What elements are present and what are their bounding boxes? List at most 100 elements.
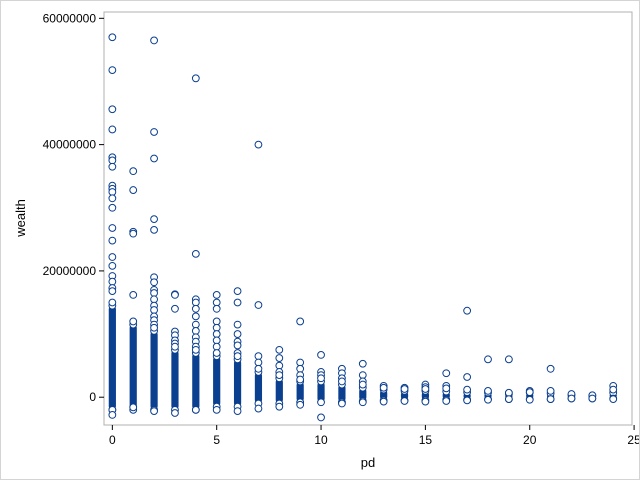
- data-point: [191, 345, 200, 354]
- data-point: [504, 395, 513, 404]
- data-point: [442, 369, 451, 378]
- x-axis-label: pd: [361, 455, 375, 470]
- data-point: [254, 140, 263, 149]
- x-tick-label: 20: [523, 433, 537, 447]
- data-point: [191, 320, 200, 329]
- data-point: [400, 385, 409, 393]
- data-point: [233, 352, 242, 361]
- data-point: [129, 186, 138, 194]
- data-point: [546, 395, 555, 404]
- data-point: [275, 354, 284, 362]
- data-point: [567, 394, 576, 403]
- dense-band-fill: [108, 305, 116, 410]
- y-axis: 0 20000000 40000000 60000000: [43, 11, 104, 404]
- dense-band-x0: [108, 301, 117, 414]
- data-point: [150, 306, 158, 314]
- data-point: [108, 236, 117, 245]
- data-point: [358, 359, 367, 368]
- data-point: [609, 395, 618, 404]
- data-point: [150, 128, 158, 136]
- data-point: [150, 225, 158, 234]
- dense-band-x4: [191, 349, 200, 414]
- data-point: [150, 215, 158, 224]
- dense-band-fill: [192, 353, 200, 410]
- dense-band-x6: [233, 355, 242, 411]
- data-point: [546, 364, 555, 373]
- data-point: [212, 336, 221, 345]
- data-point: [525, 388, 534, 397]
- data-point: [296, 364, 305, 373]
- data-point: [108, 105, 117, 114]
- data-point: [212, 298, 221, 307]
- data-point: [463, 396, 472, 405]
- data-point: [421, 385, 430, 393]
- y-axis-label: wealth: [13, 199, 28, 238]
- data-point: [129, 291, 138, 299]
- dense-band-fill: [171, 349, 179, 410]
- data-point: [254, 364, 263, 373]
- x-tick-label: 25: [627, 433, 639, 447]
- data-point: [150, 36, 158, 45]
- data-point: [171, 304, 179, 313]
- data-points: [108, 33, 618, 422]
- data-point: [129, 403, 138, 412]
- plot-area: [103, 11, 633, 426]
- data-point: [212, 405, 221, 414]
- data-point: [212, 330, 221, 338]
- data-point: [108, 194, 117, 203]
- data-point: [150, 154, 158, 163]
- x-tick-label: 10: [314, 433, 328, 447]
- data-point: [212, 317, 221, 326]
- data-point: [358, 398, 367, 407]
- data-point: [108, 66, 117, 74]
- dense-band-fill: [317, 381, 325, 403]
- data-point: [108, 261, 117, 270]
- dense-band-x1: [129, 320, 138, 414]
- data-point: [254, 352, 263, 361]
- dense-band-fill: [213, 356, 221, 407]
- data-point: [254, 404, 263, 413]
- data-point: [338, 377, 346, 386]
- data-point: [484, 395, 492, 404]
- data-point: [525, 395, 534, 404]
- data-point: [212, 342, 221, 351]
- data-point: [108, 156, 117, 165]
- data-point: [191, 304, 200, 313]
- data-point: [108, 162, 117, 171]
- data-point: [421, 397, 430, 406]
- dense-band-fill: [254, 371, 263, 404]
- data-point: [254, 301, 263, 309]
- data-point: [296, 400, 305, 409]
- y-tick-label: 60000000: [43, 11, 97, 25]
- data-point: [108, 125, 117, 134]
- data-point: [150, 407, 158, 416]
- data-point: [171, 291, 179, 299]
- data-point: [233, 320, 242, 329]
- data-point: [296, 358, 305, 367]
- dense-band-fill: [150, 330, 158, 410]
- data-point: [463, 373, 472, 381]
- data-point: [484, 355, 492, 364]
- x-tick-label: 0: [109, 433, 116, 447]
- data-point: [379, 383, 388, 392]
- data-point: [233, 341, 242, 350]
- data-point: [358, 371, 367, 380]
- data-point: [212, 323, 221, 332]
- dense-band-fill: [233, 359, 242, 407]
- y-tick-label: 20000000: [43, 264, 97, 278]
- dense-band-x7: [254, 368, 263, 408]
- dense-band-fill: [275, 378, 283, 404]
- data-point: [275, 402, 284, 411]
- x-tick-label: 15: [419, 433, 433, 447]
- data-point: [108, 33, 117, 42]
- data-point: [108, 298, 117, 307]
- data-point: [108, 410, 117, 419]
- dense-band-x10: [317, 377, 325, 407]
- data-point: [338, 399, 346, 408]
- data-point: [191, 327, 200, 335]
- data-point: [108, 277, 117, 286]
- data-point: [171, 342, 179, 351]
- data-point: [275, 345, 284, 354]
- data-point: [129, 317, 138, 326]
